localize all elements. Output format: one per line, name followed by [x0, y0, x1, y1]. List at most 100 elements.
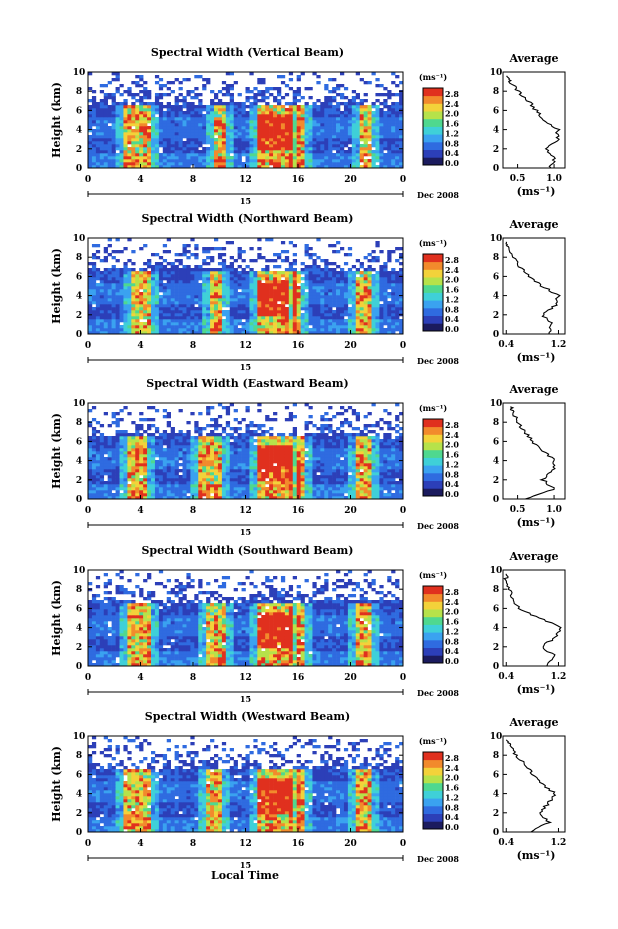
heatmap-cell — [170, 147, 175, 151]
heatmap-cell — [233, 487, 238, 491]
heatmap-cell — [367, 325, 372, 329]
heatmap-cell — [151, 156, 156, 160]
heatmap-cell — [284, 111, 290, 115]
heatmap-cell — [233, 322, 238, 326]
heatmap-cell — [111, 132, 116, 136]
heatmap-cell — [336, 135, 341, 139]
heatmap-cell — [174, 472, 179, 476]
heatmap-cell — [379, 274, 384, 278]
heatmap-cell — [308, 316, 313, 320]
heatmap-cell — [292, 153, 297, 157]
heatmap-cell — [253, 466, 258, 470]
heatmap-cell — [170, 487, 175, 491]
heatmap-cell — [371, 304, 376, 308]
heatmap-cell — [261, 466, 266, 470]
heatmap-cell — [355, 328, 360, 332]
heatmap-cell — [261, 78, 266, 82]
heatmap-cell — [91, 463, 97, 467]
heatmap-cell — [296, 90, 301, 94]
heatmap-cell — [277, 493, 282, 497]
heatmap-cell — [107, 331, 112, 335]
heatmap-cell — [316, 325, 321, 329]
heatmap-cell — [261, 487, 266, 491]
heatmap-cell — [135, 328, 140, 332]
heatmap-cell — [336, 87, 341, 91]
day-label: 15 — [240, 362, 251, 372]
heatmap-cell — [304, 325, 309, 329]
heatmap-cell — [229, 331, 234, 335]
heatmap-cell — [261, 111, 266, 115]
heatmap-cell — [277, 490, 282, 494]
heatmap-cell — [355, 126, 360, 130]
heatmap-cell — [249, 162, 254, 166]
heatmap-cell — [375, 325, 380, 329]
heatmap-cell — [221, 280, 227, 284]
heatmap-cell — [229, 141, 234, 145]
heatmap-cell — [347, 138, 353, 142]
heatmap-cell — [261, 478, 266, 482]
heatmap-cell — [292, 271, 297, 275]
heatmap-cell — [107, 147, 112, 151]
heatmap-cell — [154, 150, 160, 154]
heatmap-cell — [233, 81, 238, 85]
heatmap-cell — [304, 484, 309, 488]
heatmap-cell — [340, 156, 345, 160]
heatmap-cell — [336, 93, 341, 97]
heatmap-cell — [158, 78, 164, 82]
heatmap-cell — [202, 114, 207, 118]
heatmap-cell — [277, 105, 282, 109]
heatmap-cell — [151, 108, 156, 112]
heatmap-cell — [115, 289, 120, 293]
heatmap-cell — [399, 165, 404, 169]
heatmap-cell — [186, 460, 191, 464]
heatmap-cell — [336, 147, 341, 151]
heatmap-cell — [241, 469, 246, 473]
heatmap-cell — [351, 132, 357, 136]
heatmap-cell — [131, 108, 136, 112]
x-tick-label: 0 — [400, 175, 406, 185]
heatmap-cell — [296, 135, 301, 139]
heatmap-cell — [347, 141, 353, 145]
heatmap-cell — [300, 138, 305, 142]
heatmap-cell — [170, 159, 175, 163]
heatmap-cell — [316, 481, 321, 485]
heatmap-cell — [395, 159, 400, 163]
heatmap-cell — [277, 283, 282, 287]
heatmap-cell — [391, 153, 396, 157]
heatmap-cell — [316, 478, 321, 482]
heatmap-cell — [135, 141, 140, 145]
heatmap-cell — [99, 105, 105, 109]
heatmap-cell — [91, 262, 97, 266]
heatmap-cell — [225, 120, 231, 124]
heatmap-cell — [383, 475, 388, 479]
heatmap-cell — [300, 292, 305, 296]
heatmap-cell — [300, 490, 305, 494]
heatmap-cell — [273, 165, 278, 169]
heatmap-cell — [91, 331, 97, 335]
heatmap-cell — [245, 325, 250, 329]
heatmap-cell — [316, 484, 321, 488]
heatmap-cell — [202, 141, 207, 145]
heatmap-cell — [237, 469, 242, 473]
heatmap-cell — [304, 277, 309, 281]
heatmap-cell — [304, 301, 309, 305]
heatmap-cell — [119, 301, 124, 305]
heatmap-cell — [158, 472, 164, 476]
heatmap-cell — [170, 111, 175, 115]
heatmap-cell — [359, 316, 364, 320]
heatmap-cell — [103, 147, 108, 151]
heatmap-cell — [95, 271, 101, 275]
heatmap-cell — [253, 271, 258, 275]
heatmap-cell — [328, 144, 333, 148]
heatmap-cell — [107, 165, 112, 169]
heatmap-cell — [257, 493, 262, 497]
heatmap-cell — [131, 141, 136, 145]
heatmap-cell — [119, 493, 124, 497]
heatmap-cell — [363, 120, 368, 124]
heatmap-cell — [131, 271, 136, 275]
heatmap-cell — [347, 111, 353, 115]
heatmap-cell — [217, 247, 223, 251]
heatmap-cell — [221, 313, 227, 317]
heatmap-cell — [379, 292, 384, 296]
heatmap-cell — [383, 310, 388, 314]
